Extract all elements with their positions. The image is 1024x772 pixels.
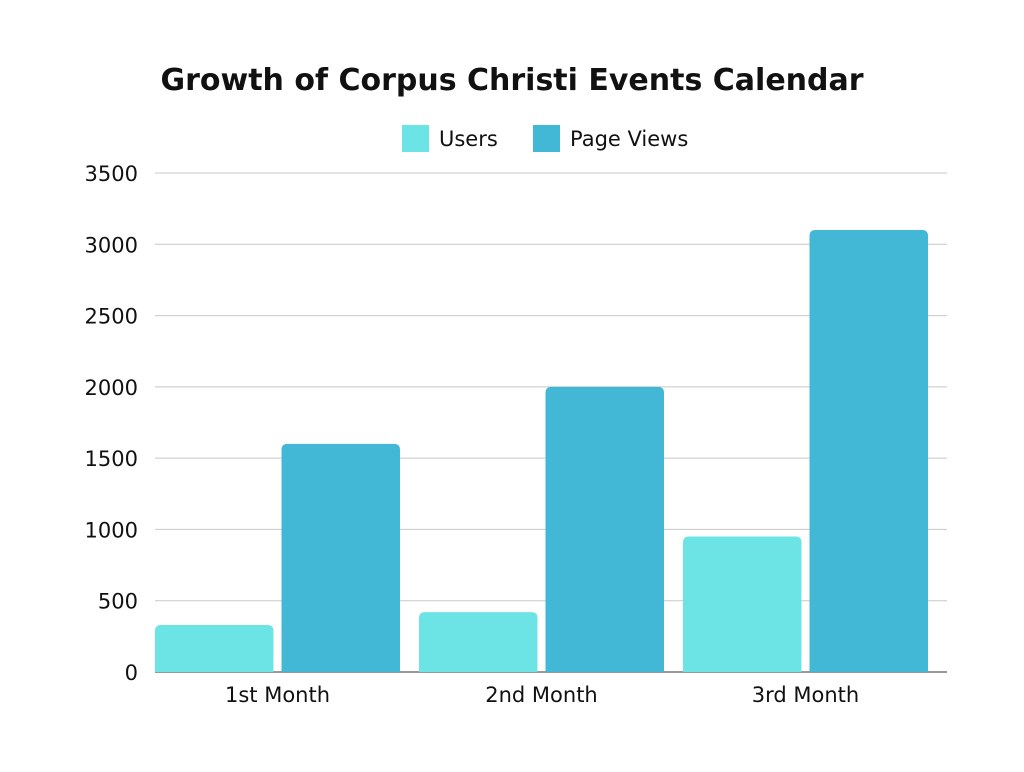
x-tick-label: 2nd Month xyxy=(485,683,598,707)
legend-swatch xyxy=(402,125,429,152)
legend-swatch xyxy=(533,125,560,152)
bar-page-views xyxy=(809,230,928,672)
bar-users xyxy=(419,612,538,672)
x-tick-label: 1st Month xyxy=(225,683,330,707)
bars xyxy=(155,230,928,672)
x-tick-label: 3rd Month xyxy=(752,683,859,707)
chart-title: Growth of Corpus Christi Events Calendar xyxy=(160,63,863,98)
y-tick-label: 0 xyxy=(125,661,138,685)
y-tick-label: 1500 xyxy=(85,447,138,471)
bar-users xyxy=(683,536,802,672)
y-tick-label: 2000 xyxy=(85,376,138,400)
y-axis-ticks: 0 500 1000 1500 2000 2500 3000 3500 xyxy=(85,162,138,685)
y-tick-label: 3000 xyxy=(85,233,138,257)
legend-label: Page Views xyxy=(570,127,688,151)
y-tick-label: 2500 xyxy=(85,305,138,329)
legend: Users Page Views xyxy=(402,125,688,152)
bar-page-views xyxy=(281,443,400,672)
y-tick-label: 3500 xyxy=(85,162,138,186)
legend-label: Users xyxy=(439,127,498,151)
y-tick-label: 1000 xyxy=(85,518,138,542)
y-tick-label: 500 xyxy=(98,590,138,614)
bar-users xyxy=(155,624,274,672)
x-axis-ticks: 1st Month 2nd Month 3rd Month xyxy=(225,683,859,707)
bar-page-views xyxy=(545,386,664,672)
